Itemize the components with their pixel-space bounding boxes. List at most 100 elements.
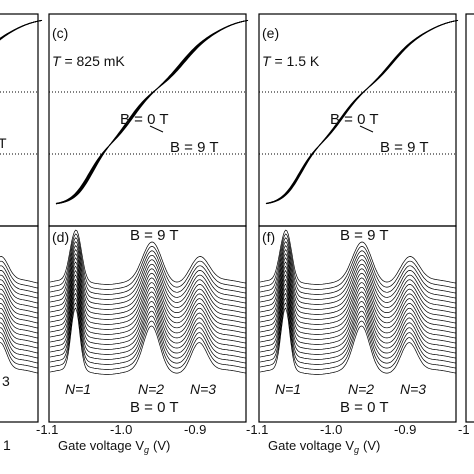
transconductance-trace — [0, 279, 39, 309]
panel-c-pointer — [149, 125, 164, 133]
transconductance-trace — [49, 237, 247, 295]
right-partial-frame — [465, 13, 474, 423]
transconductance-trace — [0, 256, 39, 284]
transconductance-trace — [49, 265, 247, 330]
transconductance-trace — [259, 297, 457, 365]
transconductance-trace — [0, 312, 39, 344]
transconductance-trace — [49, 249, 247, 310]
transconductance-trace — [49, 233, 247, 290]
transconductance-trace — [259, 253, 457, 315]
transconductance-trace — [49, 241, 247, 300]
panel-e-curves — [265, 19, 459, 205]
panel-f-tick: -1.1 — [246, 422, 268, 437]
panel-f-n1: N=1 — [275, 381, 301, 397]
transconductance-trace — [0, 298, 39, 329]
left-bottom-curves — [0, 256, 39, 374]
conductance-trace — [0, 20, 43, 40]
transconductance-trace — [49, 302, 247, 370]
transconductance-trace — [49, 269, 247, 335]
transconductance-trace — [0, 317, 39, 349]
transconductance-trace — [0, 322, 39, 354]
transconductance-trace — [49, 229, 247, 285]
transconductance-trace — [49, 307, 247, 375]
conductance-trace — [0, 20, 43, 40]
conductance-trace — [0, 20, 43, 40]
panel-e-b9: B = 9 T — [380, 139, 429, 156]
panel-d-curves — [49, 229, 247, 375]
left-top-curves — [0, 19, 43, 41]
panel-d-n3: N=3 — [190, 381, 216, 397]
transconductance-trace — [259, 245, 457, 305]
panel-c: (c) T = 825 mK B = 0 T B = 9 T — [48, 13, 249, 227]
transconductance-trace — [49, 253, 247, 315]
conductance-trace — [55, 20, 249, 205]
panel-d: (d) B = 9 T N=1 N=2 N=3 B = 0 T -1.1 -1.… — [36, 225, 247, 455]
transconductance-trace — [0, 307, 39, 339]
transconductance-trace — [49, 283, 247, 350]
transconductance-trace — [49, 288, 247, 355]
panel-f-b9: B = 9 T — [340, 227, 389, 244]
conductance-trace — [0, 20, 43, 41]
left-top-frame — [0, 13, 39, 227]
transconductance-trace — [259, 261, 457, 325]
transconductance-trace — [259, 248, 457, 310]
left-tick-fragment: 1 — [3, 437, 11, 453]
panel-f-curves — [259, 229, 457, 375]
transconductance-trace — [0, 293, 39, 324]
panel-f-frame — [258, 225, 457, 423]
conductance-trace — [265, 20, 459, 205]
left-partial-panels: T 3 1 — [0, 13, 43, 453]
transconductance-trace — [0, 288, 39, 319]
panel-d-n1: N=1 — [65, 381, 91, 397]
panel-c-curves — [55, 19, 249, 205]
transconductance-trace — [0, 260, 39, 289]
transconductance-trace — [0, 327, 39, 359]
panel-f-n2: N=2 — [348, 381, 374, 397]
panel-d-n2: N=2 — [138, 381, 164, 397]
panel-f-tick: -0.9 — [394, 422, 416, 437]
panel-d-tick: -0.9 — [184, 422, 206, 437]
left-t-label: T — [0, 135, 7, 151]
panel-e-label: (e) — [262, 25, 279, 41]
transconductance-trace — [0, 284, 39, 314]
transconductance-trace — [259, 233, 457, 290]
transconductance-trace — [259, 302, 457, 370]
transconductance-trace — [0, 337, 39, 369]
panel-d-b0: B = 0 T — [130, 399, 179, 416]
transconductance-trace — [259, 229, 457, 285]
transconductance-trace — [49, 292, 247, 360]
transconductance-trace — [259, 278, 457, 345]
panel-c-label: (c) — [52, 25, 68, 41]
panel-f-xlabel: Gate voltage Vg (V) — [268, 438, 380, 455]
conductance-trace — [0, 20, 43, 39]
transconductance-trace — [49, 245, 247, 305]
transconductance-trace — [259, 257, 457, 320]
panel-c-b9: B = 9 T — [170, 139, 219, 156]
transconductance-trace — [259, 274, 457, 340]
panel-f-b0: B = 0 T — [340, 399, 389, 416]
transconductance-trace — [49, 257, 247, 320]
panel-e-b0: B = 0 T — [330, 111, 379, 128]
panel-e-pointer — [359, 125, 374, 133]
transconductance-trace — [0, 270, 39, 299]
transconductance-trace — [0, 274, 39, 304]
conductance-trace — [0, 20, 43, 41]
right-partial-panel: -1 — [458, 13, 474, 437]
right-partial-tick: -1 — [458, 422, 470, 437]
panel-e-temperature: T = 1.5 K — [262, 53, 320, 69]
transconductance-trace — [259, 241, 457, 300]
transconductance-trace — [259, 265, 457, 330]
panel-c-b0: B = 0 T — [120, 111, 169, 128]
panel-d-tick: -1.1 — [36, 422, 58, 437]
transconductance-trace — [259, 292, 457, 360]
transconductance-trace — [0, 303, 39, 334]
transconductance-trace — [259, 307, 457, 375]
panel-c-temperature: T = 825 mK — [52, 53, 125, 69]
panel-f: (f) B = 9 T N=1 N=2 N=3 B = 0 T -1.1 -1.… — [246, 225, 457, 455]
transconductance-trace — [259, 283, 457, 350]
panel-d-label: (d) — [52, 229, 69, 245]
transconductance-trace — [259, 269, 457, 335]
left-n3-label: 3 — [2, 373, 10, 389]
panel-f-label: (f) — [262, 229, 275, 245]
